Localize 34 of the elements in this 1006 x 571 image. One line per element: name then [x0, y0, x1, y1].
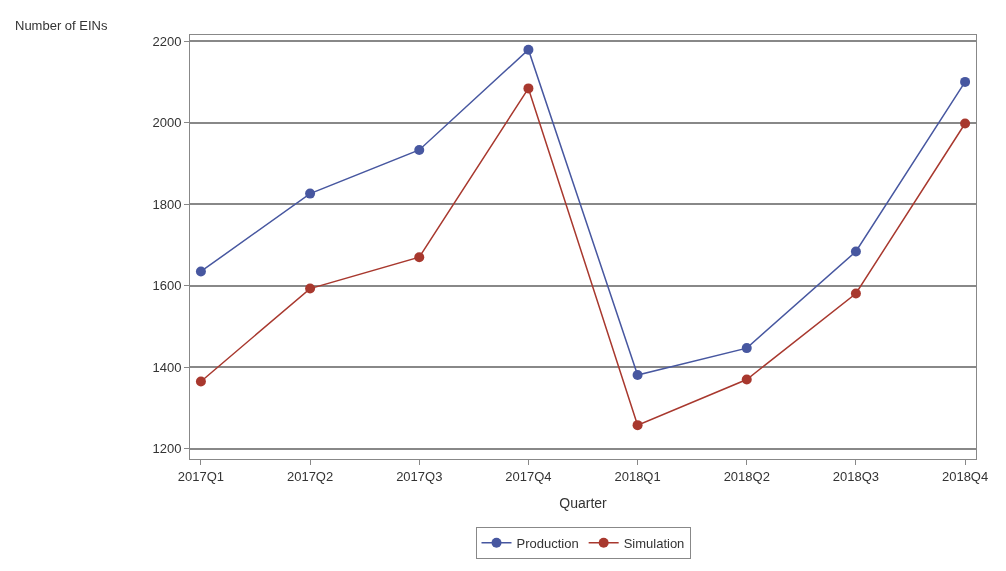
- point: [850, 246, 861, 257]
- point: [305, 188, 316, 199]
- y-tick-label: 1800: [152, 196, 182, 212]
- point: [195, 266, 206, 277]
- point: [195, 376, 206, 387]
- y-tick-label: 1600: [152, 278, 182, 294]
- x-tick-label: 2018Q4: [941, 468, 989, 484]
- x-tick-label: 2018Q2: [723, 468, 770, 484]
- legend-label: Production: [516, 535, 579, 551]
- x-tick-label: 2017Q2: [286, 468, 334, 484]
- y-tick-label: 2200: [152, 33, 182, 49]
- x-tick-label: 2018Q3: [832, 468, 880, 484]
- point: [741, 374, 752, 385]
- legend-label: Simulation: [623, 535, 685, 551]
- y-tick-label: 2000: [152, 115, 182, 131]
- x-tick-label: 2018Q1: [614, 468, 661, 484]
- point: [632, 370, 643, 381]
- point: [741, 343, 752, 354]
- point: [523, 44, 534, 55]
- point: [960, 76, 971, 87]
- y-axis-title: Number of EINs: [15, 18, 108, 33]
- point: [850, 288, 861, 299]
- x-tick-label: 2017Q4: [505, 468, 552, 484]
- point: [414, 252, 425, 263]
- y-tick-label: 1400: [152, 359, 182, 375]
- x-tick-label: 2017Q3: [396, 468, 443, 484]
- point: [414, 144, 425, 155]
- x-axis-title: Quarter: [559, 494, 608, 511]
- point: [523, 83, 534, 94]
- y-tick-label: 1200: [152, 441, 182, 457]
- point: [632, 420, 643, 431]
- point: [305, 283, 316, 294]
- x-tick-label: 2017Q1: [177, 468, 225, 484]
- point: [960, 118, 971, 129]
